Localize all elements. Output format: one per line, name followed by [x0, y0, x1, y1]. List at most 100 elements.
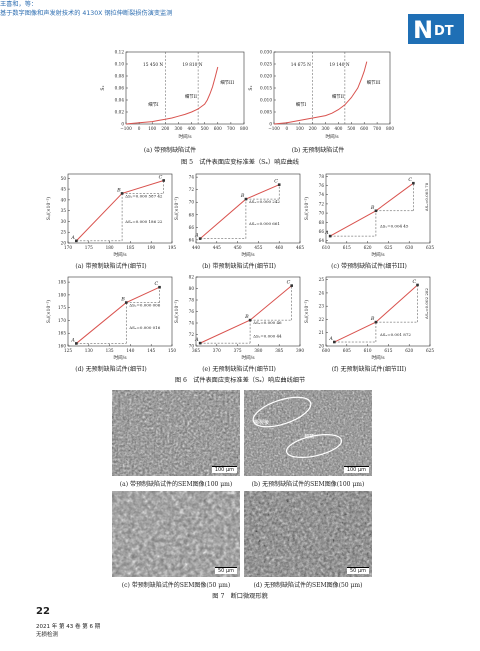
fig5b-xlabel: 时间/s [325, 133, 339, 140]
fig6-0-ytick-label: 45 [61, 187, 67, 192]
fig6-3-point-marker [124, 301, 128, 304]
sem-d-scalebar: 50 μm [346, 567, 369, 574]
fig6-5-xtick-label: 625 [426, 348, 434, 353]
figure6-chart-c: 610 615 620 625 630 635 64 66 68 70 72 74 76 78 时间/s Sₓ… [304, 173, 434, 258]
fig5b-ytick-label: 0.030 [260, 50, 272, 55]
fig6-3-ytick-label: 185 [58, 280, 66, 285]
fig6-4-point-marker [248, 318, 252, 322]
fig5b-ylabel: Sₓ [248, 85, 254, 90]
fig6-2-point-label: A [324, 230, 329, 236]
sem-b-ellipse-2 [285, 434, 343, 458]
fig6-2-xtick-label: 625 [384, 245, 392, 250]
fig6-1-xlabel: 时间/s [241, 251, 255, 258]
fig6-2-point-marker [412, 181, 415, 185]
running-header-title: 基于数字图像和声发射技术的 4130X 钢拉伸断裂损伤演变监测 [0, 10, 173, 17]
figure6-chart-b: 440 445 450 455 460 465 64 66 68 70 72 74 时间/s Sₓ/(×1… [174, 173, 304, 258]
logo-letter-n: N [413, 16, 434, 44]
fig6-5-xtick-label: 610 [364, 348, 372, 353]
fig5a-xtick-label: 500 [201, 126, 209, 131]
fig5b-ytick-label: 0 [269, 122, 272, 127]
fig5b-segment-label: 细节III [367, 79, 381, 86]
fig6-1-point-marker [244, 197, 248, 201]
sem-b-label-ridge: 撕裂棱 [254, 419, 269, 426]
fig5a-segment-label: 细节III [220, 79, 234, 86]
sem-image-a: 100 μm [112, 390, 240, 476]
fig6-4-ytick-label: 76 [189, 309, 195, 314]
fig6-0-xtick-label: 195 [168, 245, 176, 250]
fig5a-ytick-label: 0.08 [115, 74, 125, 79]
fig6-0-ytick-label: 30 [61, 219, 67, 224]
fig5b-xtick-label: 800 [386, 126, 394, 131]
fig5b-xtick-label: −100 [268, 126, 280, 131]
figure6-panel-c-caption: (c) 带预制缺陷试件(细节III) [331, 263, 407, 270]
fig6-0-point-marker [162, 179, 165, 182]
fig6-5-xtick-label: 605 [343, 348, 351, 353]
fig6-1-ytick-label: 64 [189, 237, 195, 242]
fig6-2-xtick-label: 620 [364, 245, 372, 250]
fig6-5-ytick-label: 23 [319, 304, 325, 309]
fig6-1-xtick-label: 465 [296, 245, 304, 250]
fig6-5-point-marker [333, 340, 336, 344]
fig5a-xtick-label: 200 [161, 126, 169, 131]
fig5a-force-label-2: 19 810 N [182, 63, 202, 68]
figure6-panel-d-caption: (d) 无预制缺陷试件(细节I) [75, 366, 147, 373]
fig5a-xtick-label: 600 [214, 126, 222, 131]
fig6-4-point-marker [290, 284, 293, 287]
sem-texture-d [244, 491, 372, 577]
fig5a-segment-label: 细节II [185, 93, 197, 100]
fig5a-ytick-label: 0.02 [115, 110, 125, 115]
fig5b-segment-label: 细节II [332, 93, 344, 100]
figure6-chart-a: 170 175 180 185 190 195 20 25 30 35 40 45 50 时间/s Sₓ/(… [46, 173, 176, 258]
footer-journal: 无损检测 [36, 632, 59, 638]
fig5b-force-label-1: 14 675 N [291, 63, 311, 68]
fig6-4-ylabel: Sₓ/(×10⁻³) [174, 300, 180, 323]
fig6-3-ytick-label: 170 [58, 318, 66, 323]
fig5a-xtick-label: 400 [188, 126, 196, 131]
fig6-4-point-label: B [244, 314, 249, 320]
fig5a-xtick-label: 300 [174, 126, 182, 131]
fig6-3-xtick-label: 135 [106, 348, 114, 353]
fig6-0-xtick-label: 180 [106, 245, 114, 250]
fig6-4-point-label: A [194, 337, 199, 343]
fig6-0-point-label: A [70, 235, 75, 241]
page-number: 22 [36, 606, 50, 617]
fig6-2-xlabel: 时间/s [371, 251, 385, 258]
fig6-3-annotation-2: ΔSₓ=0.000 016 [129, 325, 160, 330]
fig6-3-ylabel: Sₓ/(×10⁻³) [46, 300, 52, 323]
fig6-0-xlabel: 时间/s [113, 251, 127, 258]
fig6-2-ytick-label: 68 [319, 220, 325, 225]
fig6-0-frame [67, 173, 173, 244]
fig6-0-ytick-label: 35 [61, 208, 67, 213]
fig6-4-ytick-label: 80 [189, 286, 195, 291]
fig6-0-ytick-label: 40 [61, 197, 67, 202]
fig6-0-point-marker [75, 239, 78, 243]
sem-texture-a [112, 390, 240, 476]
fig5b-segment-label: 细节I [296, 101, 307, 108]
fig6-1-xtick-label: 445 [213, 245, 221, 250]
fig6-1-point-marker [277, 183, 281, 186]
fig6-4-xtick-label: 380 [254, 348, 262, 353]
fig6-3-point-label: C [155, 281, 159, 287]
fig6-1-xtick-label: 460 [275, 245, 283, 250]
footer-issue: 2021 年 第 43 卷 第 6 期 [36, 624, 101, 630]
fig6-0-ytick-label: 25 [61, 230, 67, 235]
fig5a-series-line [125, 66, 219, 125]
fig6-3-xtick-label: 140 [126, 348, 134, 353]
figure7-caption: 图 7 断口微观形貌 [212, 593, 268, 600]
fig6-0-xtick-label: 175 [85, 245, 93, 250]
fig6-2-ytick-label: 72 [319, 201, 325, 206]
fig6-5-xtick-label: 620 [405, 348, 413, 353]
fig6-5-ytick-label: 22 [319, 317, 325, 322]
fig5a-ytick-label: 0.06 [115, 86, 125, 91]
fig6-4-xtick-label: 365 [192, 348, 200, 353]
sem-image-d: 50 μm [244, 491, 372, 577]
fig6-2-xtick-label: 610 [322, 245, 330, 250]
fig6-0-point-label: C [159, 174, 163, 180]
fig5a-xtick-label: 700 [227, 126, 235, 131]
fig6-0-point-marker [120, 192, 124, 195]
fig5a-xtick-label: 100 [148, 126, 156, 131]
fig6-0-ytick-label: 50 [61, 176, 67, 181]
fig6-1-annotation-1: ΔSₓ=0.000 242 [249, 199, 280, 204]
fig6-4-point-label: C [287, 280, 291, 286]
fig6-0-annotation-2: ΔSₓ=0.000 186 22 [125, 219, 163, 224]
